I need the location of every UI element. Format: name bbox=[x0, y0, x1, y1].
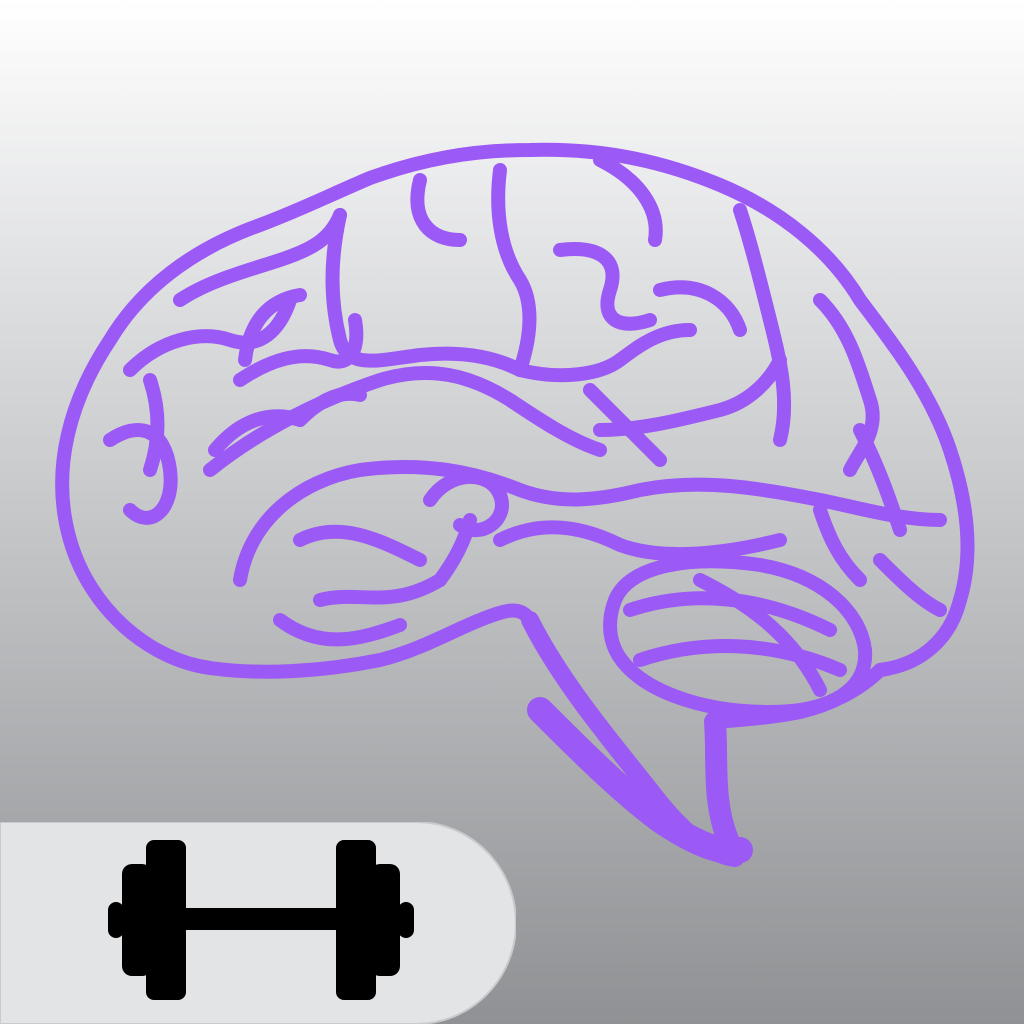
dumbbell-right-outer-plate bbox=[370, 864, 400, 976]
dumbbell-left-inner-plate bbox=[146, 840, 186, 1000]
occipital-fold-1 bbox=[853, 423, 907, 537]
dumbbell-bar bbox=[148, 908, 374, 930]
frontal-fold-1 bbox=[103, 423, 178, 525]
temporal-fold-2 bbox=[313, 573, 447, 607]
parietal-fold-10 bbox=[593, 353, 787, 437]
parietal-fold-4 bbox=[553, 242, 657, 331]
frontal-fold-3 bbox=[123, 293, 297, 377]
cerebellum-fold-2 bbox=[633, 639, 847, 677]
brainstem-back bbox=[704, 711, 739, 851]
frontal-fold-2 bbox=[143, 373, 165, 477]
dumbbell-right-inner-plate bbox=[336, 840, 376, 1000]
cerebellum-fold-3 bbox=[693, 573, 827, 697]
occipital-fold-3 bbox=[813, 503, 867, 587]
parietal-fold-1 bbox=[410, 173, 467, 247]
brainstem-front bbox=[527, 697, 753, 864]
parietal-fold-7 bbox=[733, 203, 792, 447]
frontal-fold-4 bbox=[173, 208, 347, 307]
parietal-fold-2 bbox=[491, 163, 537, 377]
central-sulcus bbox=[325, 208, 527, 377]
temporal-fold-1 bbox=[293, 524, 427, 567]
parietal-fold-6 bbox=[653, 280, 747, 337]
insula-swirl bbox=[423, 469, 509, 538]
cerebellum bbox=[603, 554, 873, 719]
brain-outline bbox=[55, 142, 975, 729]
dumbbell-left-outer-plate bbox=[122, 864, 152, 976]
dumbbell-right-cap bbox=[398, 902, 414, 938]
dumbbell-left-cap bbox=[108, 902, 124, 938]
temporal-fold-4 bbox=[493, 520, 787, 562]
parietal-fold-8 bbox=[813, 293, 880, 477]
parietal-fold-3 bbox=[513, 323, 697, 383]
parietal-fold-5 bbox=[593, 153, 663, 247]
occipital-fold-2 bbox=[873, 553, 947, 617]
frontal-fold-8 bbox=[293, 386, 367, 427]
dumbbell-icon bbox=[108, 840, 414, 1000]
frontal-fold-5 bbox=[233, 313, 364, 387]
frontal-fold-6 bbox=[238, 288, 307, 367]
temporal-fold-3 bbox=[273, 613, 407, 647]
brain-bottom-contour bbox=[203, 603, 537, 679]
frontal-fold-7 bbox=[208, 409, 307, 457]
insula-line bbox=[433, 513, 477, 587]
temporal-lobe bbox=[233, 459, 947, 587]
